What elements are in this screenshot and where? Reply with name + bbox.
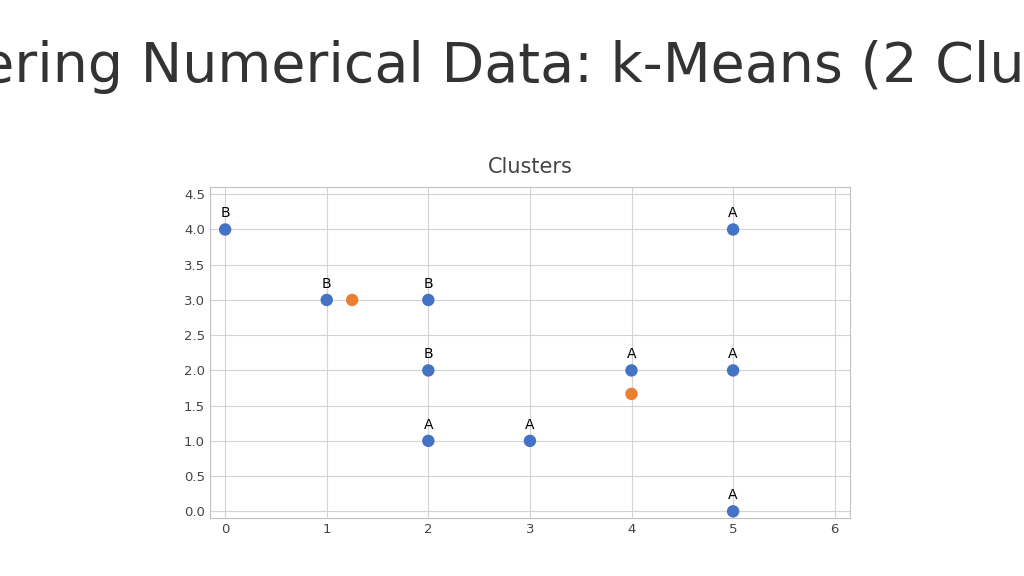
Text: B: B bbox=[220, 206, 230, 221]
Point bbox=[420, 295, 436, 305]
Text: A: A bbox=[728, 488, 738, 502]
Point bbox=[725, 507, 741, 516]
Text: A: A bbox=[525, 418, 535, 432]
Text: A: A bbox=[728, 206, 738, 221]
Point bbox=[420, 366, 436, 375]
Point bbox=[624, 389, 640, 399]
Text: A: A bbox=[627, 347, 636, 361]
Point bbox=[624, 366, 640, 375]
Text: B: B bbox=[424, 347, 433, 361]
Point bbox=[725, 225, 741, 234]
Point bbox=[521, 436, 539, 445]
Text: B: B bbox=[322, 277, 332, 291]
Point bbox=[217, 225, 233, 234]
Title: Clusters: Clusters bbox=[487, 157, 572, 177]
Point bbox=[344, 295, 360, 305]
Text: Clustering Numerical Data: k-Means (2 Clusters): Clustering Numerical Data: k-Means (2 Cl… bbox=[0, 40, 1024, 94]
Point bbox=[420, 436, 436, 445]
Text: A: A bbox=[728, 347, 738, 361]
Text: B: B bbox=[424, 277, 433, 291]
Point bbox=[725, 366, 741, 375]
Text: A: A bbox=[424, 418, 433, 432]
Point bbox=[318, 295, 335, 305]
